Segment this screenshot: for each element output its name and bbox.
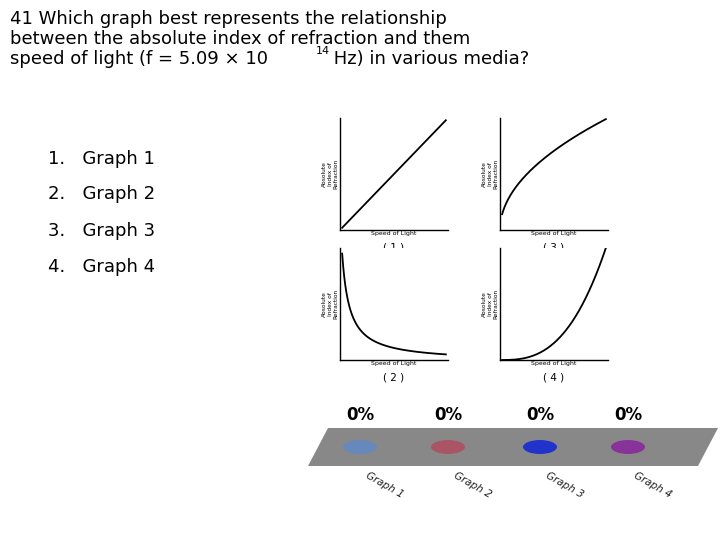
- Y-axis label: Absolute
Index of
Refraction: Absolute Index of Refraction: [482, 289, 499, 319]
- Text: between the absolute index of refraction and them: between the absolute index of refraction…: [10, 30, 470, 48]
- Text: 0%: 0%: [526, 406, 554, 424]
- Text: 14: 14: [316, 46, 330, 56]
- Text: ( 3 ): ( 3 ): [544, 243, 564, 253]
- Ellipse shape: [431, 440, 465, 454]
- Text: ( 2 ): ( 2 ): [384, 373, 405, 383]
- Y-axis label: Absolute
Index of
Refraction: Absolute Index of Refraction: [482, 159, 499, 189]
- Text: 2.   Graph 2: 2. Graph 2: [48, 185, 155, 203]
- Text: ( 4 ): ( 4 ): [544, 373, 564, 383]
- X-axis label: Speed of Light: Speed of Light: [531, 361, 577, 366]
- X-axis label: Speed of Light: Speed of Light: [531, 231, 577, 237]
- Text: 0%: 0%: [346, 406, 374, 424]
- Text: Graph 1: Graph 1: [364, 470, 405, 500]
- Y-axis label: Absolute
Index of
Refraction: Absolute Index of Refraction: [322, 289, 338, 319]
- Text: Hz) in various media?: Hz) in various media?: [328, 50, 529, 68]
- Y-axis label: Absolute
Index of
Refraction: Absolute Index of Refraction: [322, 159, 338, 189]
- Text: speed of light (f = 5.09 × 10: speed of light (f = 5.09 × 10: [10, 50, 268, 68]
- Text: 0%: 0%: [434, 406, 462, 424]
- Text: 3.   Graph 3: 3. Graph 3: [48, 222, 155, 240]
- Text: Graph 4: Graph 4: [632, 470, 673, 500]
- Ellipse shape: [523, 440, 557, 454]
- Text: 0%: 0%: [614, 406, 642, 424]
- Text: ( 1 ): ( 1 ): [384, 243, 405, 253]
- Text: Graph 2: Graph 2: [452, 470, 493, 500]
- Text: 41 Which graph best represents the relationship: 41 Which graph best represents the relat…: [10, 10, 447, 28]
- Ellipse shape: [343, 440, 377, 454]
- Text: Graph 3: Graph 3: [544, 470, 585, 500]
- X-axis label: Speed of Light: Speed of Light: [372, 361, 417, 366]
- Text: 4.   Graph 4: 4. Graph 4: [48, 258, 155, 276]
- Polygon shape: [308, 428, 718, 466]
- Ellipse shape: [611, 440, 645, 454]
- X-axis label: Speed of Light: Speed of Light: [372, 231, 417, 237]
- Text: 1.   Graph 1: 1. Graph 1: [48, 150, 155, 168]
